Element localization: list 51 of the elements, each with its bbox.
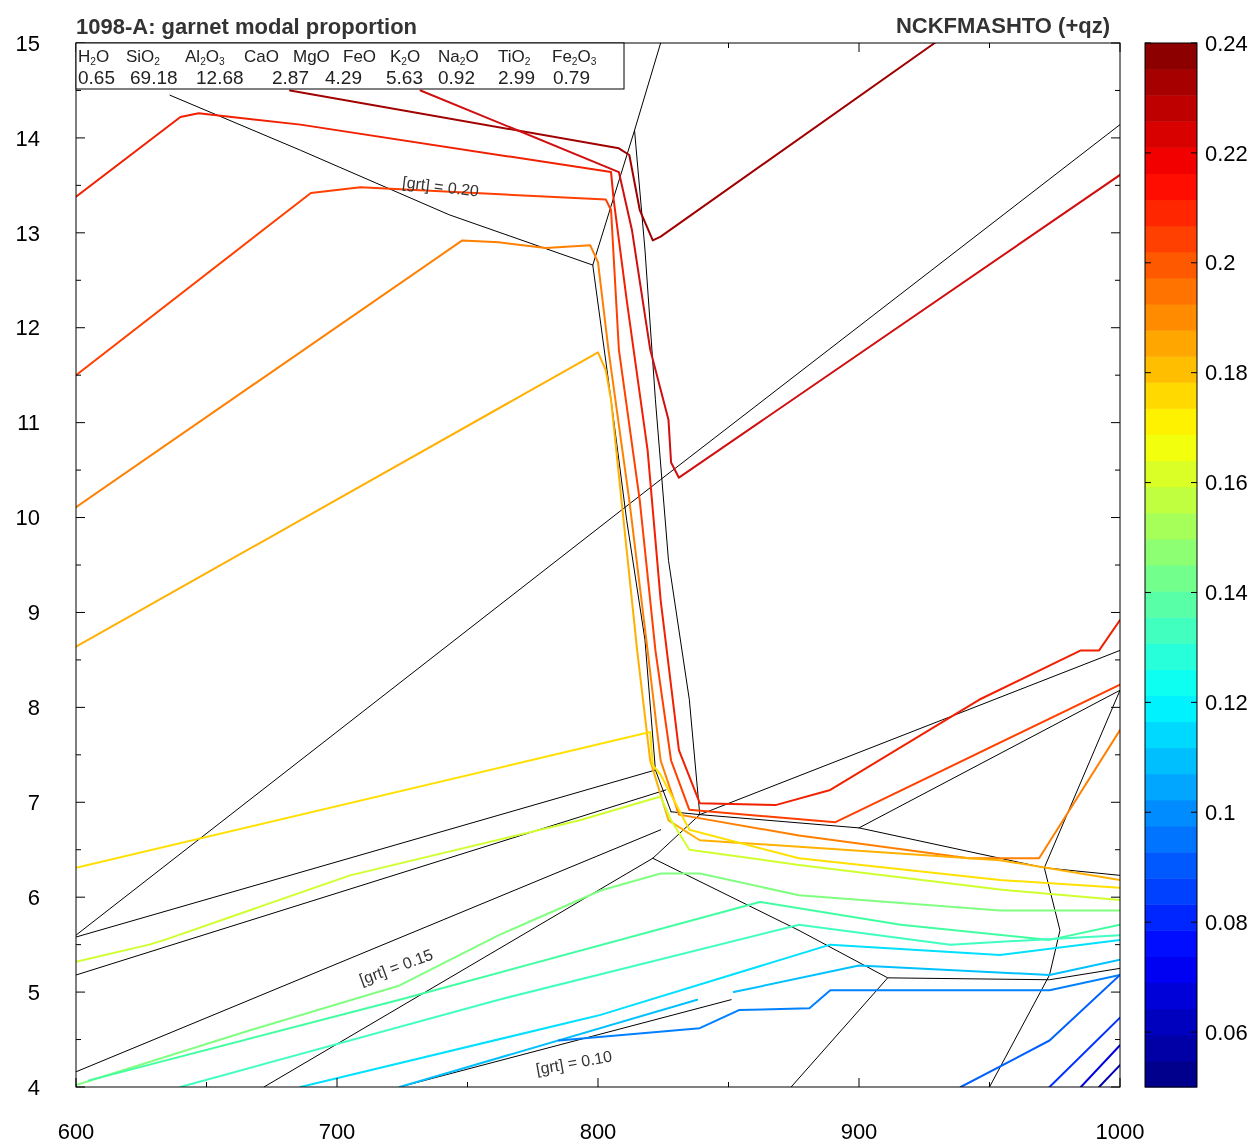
annotation: 69.18	[130, 67, 178, 88]
y-tick-label: 14	[15, 125, 40, 151]
y-tick-label: 4	[27, 1074, 40, 1100]
y-tick-label: 10	[15, 505, 40, 531]
y-tick-label: 7	[27, 789, 40, 815]
annotation: 4.29	[325, 67, 362, 88]
color-bar-label: 0.18	[1205, 360, 1248, 386]
annotation: 0.92	[438, 67, 475, 88]
annotation: Na$_{2}$O	[438, 47, 479, 67]
annotation: TiO$_{2}$	[498, 47, 531, 67]
annotation: 5.63	[386, 67, 423, 88]
color-bar-label: 0.12	[1205, 690, 1248, 716]
annotation: MgO	[293, 47, 330, 66]
x-tick-label: 1000	[1095, 1119, 1145, 1144]
x-tick-label: 800	[579, 1119, 617, 1144]
y-tick-label: 15	[15, 30, 40, 56]
annotation: CaO	[244, 47, 279, 66]
annotation: [grt] = 0.10	[534, 1047, 614, 1078]
annotation: 2.87	[272, 67, 309, 88]
annotation: [grt] = 0.15	[357, 945, 436, 988]
annotation: 2.99	[498, 67, 535, 88]
annotation: 0.79	[553, 67, 590, 88]
annotation: Fe$_{2}$O$_{3}$	[552, 47, 597, 67]
annotation: 12.68	[196, 67, 244, 88]
x-tick-label: 700	[318, 1119, 356, 1144]
color-bar-label: 0.14	[1205, 580, 1248, 606]
y-tick-label: 11	[17, 410, 40, 436]
chart-title: 1098-A: garnet modal proportion	[76, 14, 418, 39]
y-tick-label: 12	[15, 315, 40, 341]
y-tick-label: 6	[27, 884, 40, 910]
annotation: Al$_{2}$O$_{3}$	[185, 47, 226, 67]
color-bar-label: 0.06	[1205, 1019, 1248, 1045]
annotation: K$_{2}$O	[390, 47, 421, 67]
annotation: SiO$_{2}$	[126, 47, 161, 67]
annotation: [grt] = 0.20	[401, 173, 480, 200]
color-bar-label: 0.1	[1205, 799, 1236, 825]
color-bar-label: 0.16	[1205, 470, 1248, 496]
annotation: 0.65	[78, 67, 115, 88]
y-tick-label: 8	[27, 695, 40, 721]
y-tick-label: 9	[27, 600, 40, 626]
color-bar-label: 0.22	[1205, 140, 1248, 166]
chart-subtitle: NCKFMASHTO (+qz)	[895, 13, 1110, 38]
color-bar-label: 0.08	[1205, 909, 1248, 935]
y-tick-label: 13	[15, 220, 40, 246]
y-tick-label: 5	[27, 979, 40, 1005]
color-bar-label: 0.24	[1205, 30, 1248, 56]
x-tick-label: 900	[840, 1119, 878, 1144]
x-tick-label: 600	[57, 1119, 95, 1144]
color-bar-label: 0.2	[1205, 250, 1236, 276]
annotation: H$_{2}$O	[78, 47, 110, 67]
annotation: FeO	[343, 47, 377, 66]
